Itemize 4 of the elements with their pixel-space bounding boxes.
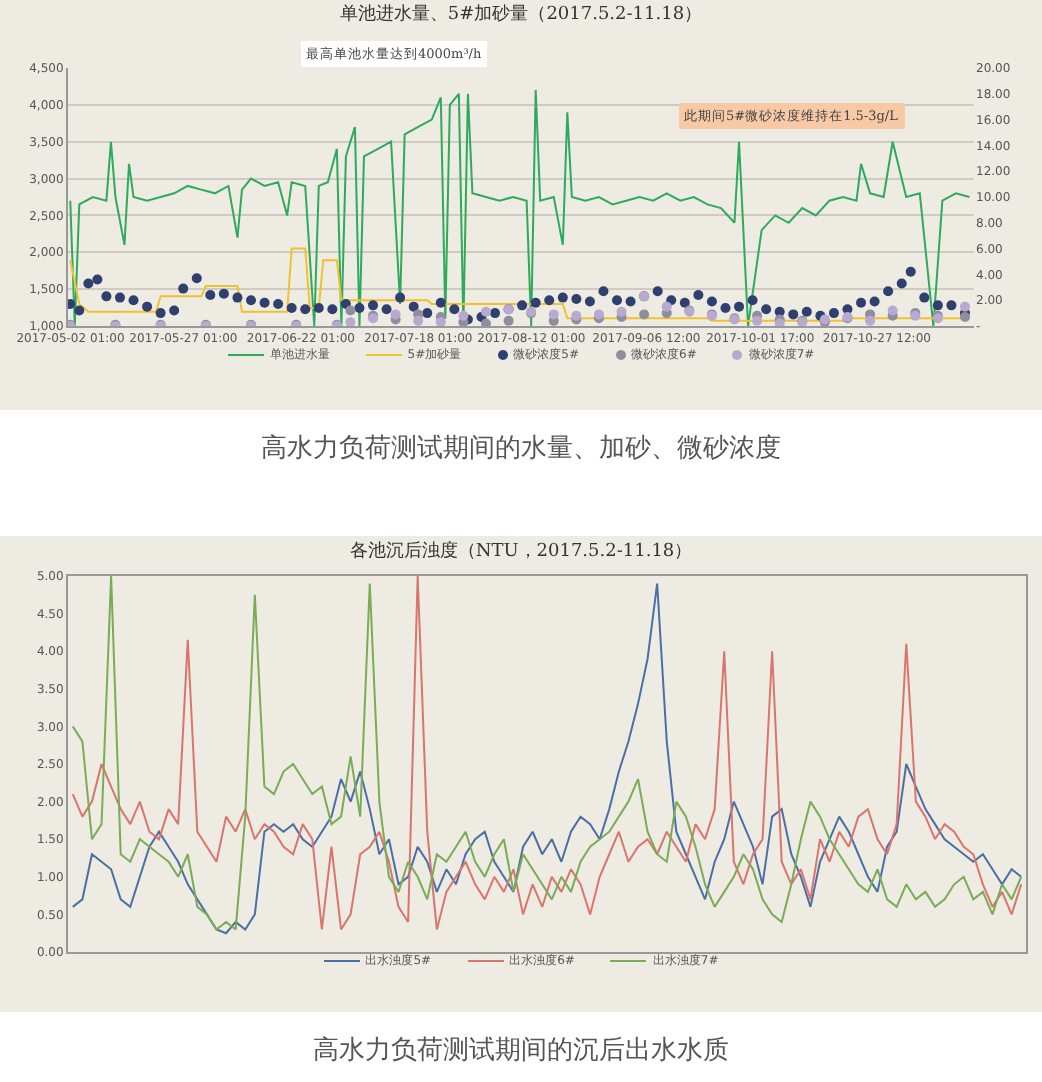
chart-title: 各池沉后浊度（NTU，2017.5.2-11.18） — [349, 539, 693, 562]
text: 高水力负荷测试期间的水量、加砂、微砂浓度 — [259, 432, 783, 466]
text: 高水力负荷测试期间的沉后出水水质 — [311, 1034, 731, 1068]
chart-title: 单池进水量、5#加砂量（2017.5.2-11.18） — [339, 2, 703, 25]
